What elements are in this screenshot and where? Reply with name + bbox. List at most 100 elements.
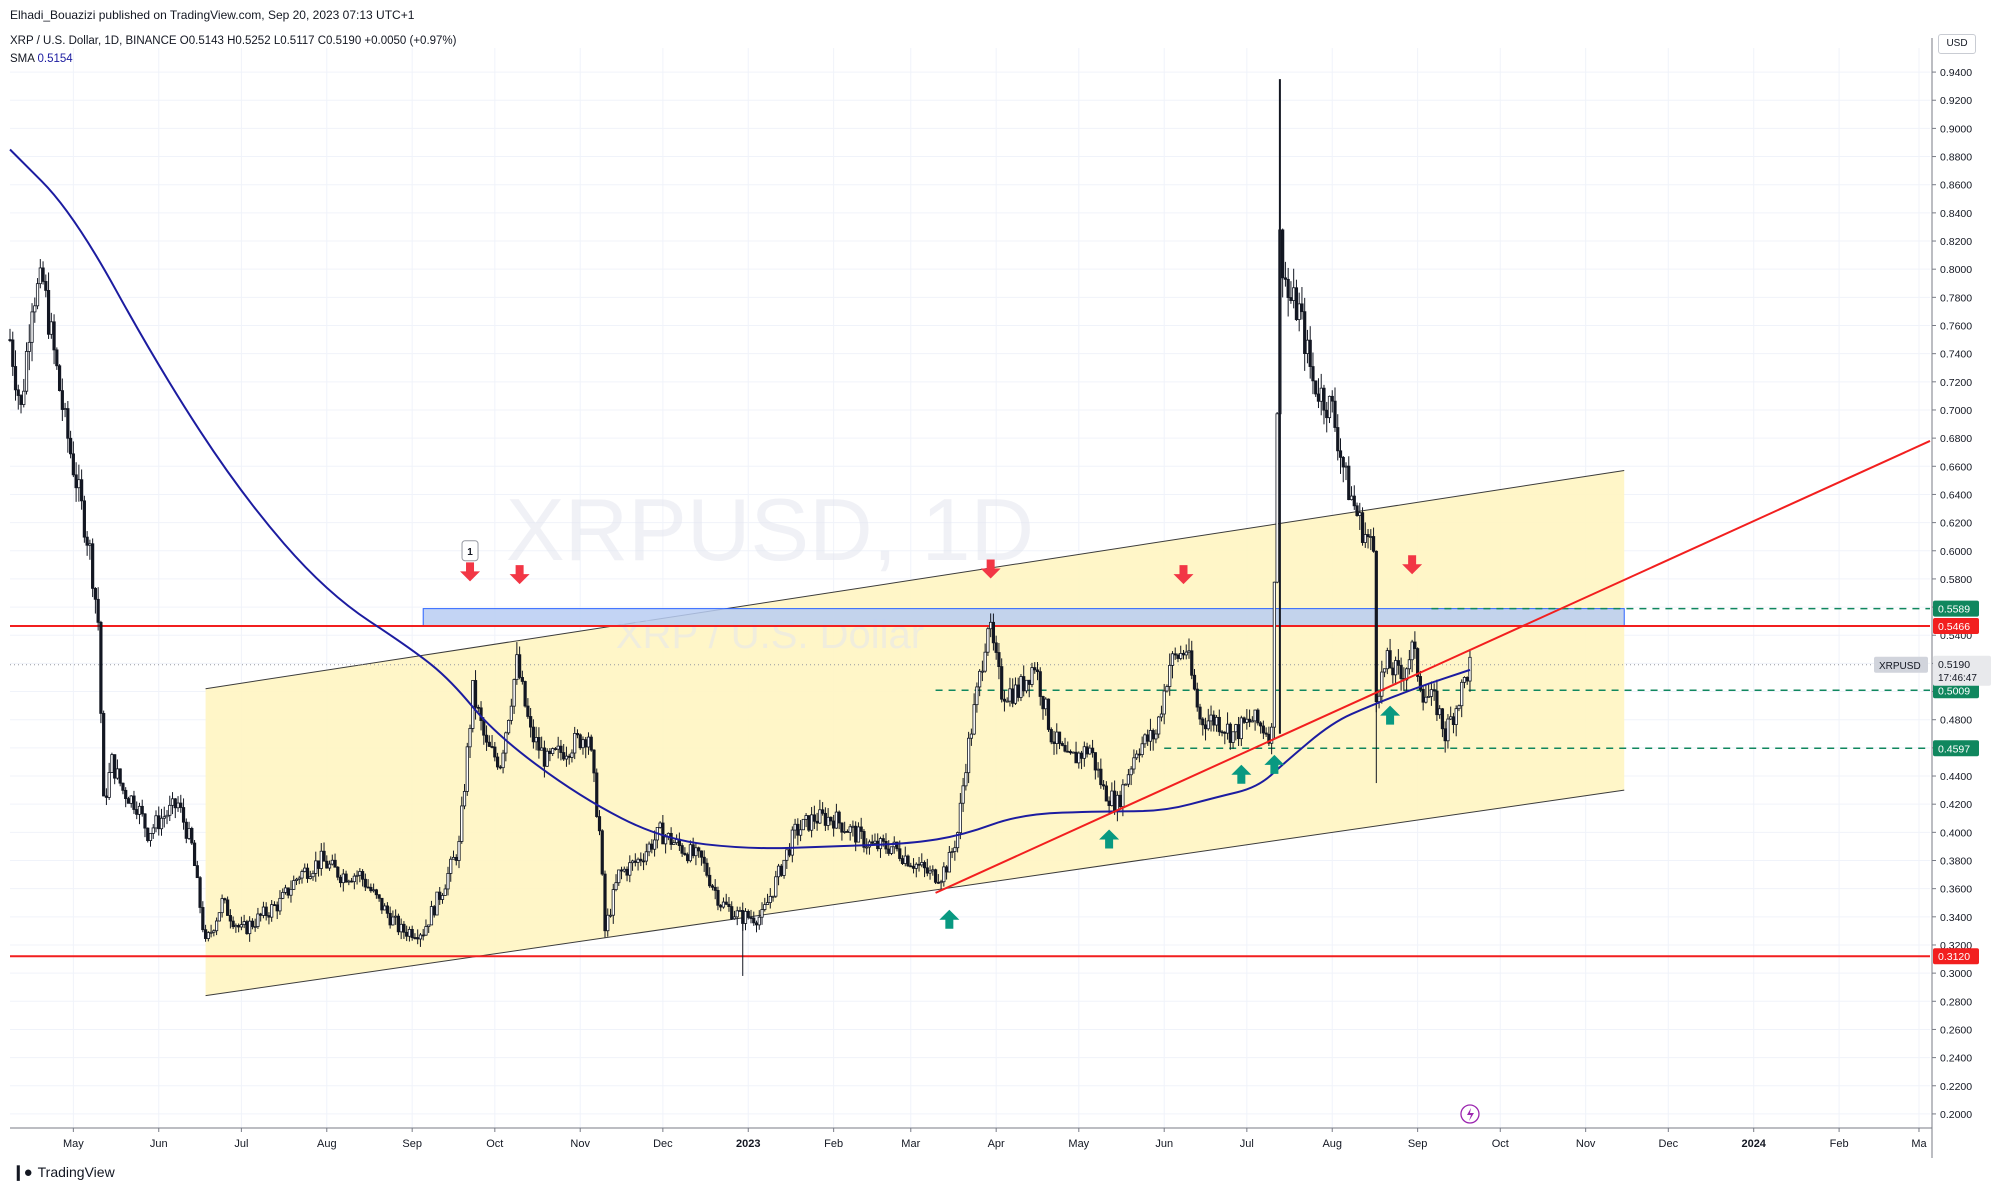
- candle-body: [730, 906, 734, 920]
- candle-body: [1407, 659, 1411, 670]
- candle-body: [567, 755, 571, 758]
- candle-body: [765, 902, 770, 905]
- candle-body: [99, 621, 103, 714]
- candle-body: [308, 876, 312, 879]
- watermark-symbol: XRPUSD, 1D: [506, 480, 1034, 579]
- candle-body: [826, 816, 830, 826]
- candle-body: [217, 912, 221, 922]
- candle-body: [490, 746, 494, 748]
- candle-body: [77, 479, 81, 489]
- sma-label: SMA: [10, 53, 35, 65]
- candle-body: [721, 901, 726, 908]
- candle-body: [991, 621, 996, 644]
- candle-body: [501, 752, 505, 769]
- candle-body: [355, 874, 359, 877]
- sma-legend[interactable]: SMA 0.5154: [10, 53, 73, 65]
- up-arrow-icon[interactable]: [939, 909, 960, 929]
- candle-body: [55, 349, 59, 367]
- candle-body: [562, 752, 566, 760]
- candle-body: [1209, 714, 1213, 722]
- tradingview-brand[interactable]: ❙● TradingView: [12, 1163, 115, 1181]
- support-price-tag-text: 0.5466: [1938, 621, 1970, 633]
- candle-body: [104, 795, 109, 798]
- candle-body: [1165, 686, 1169, 692]
- candle-body: [854, 825, 858, 843]
- candle-body: [482, 720, 486, 736]
- level-price-tag: [1933, 682, 1979, 699]
- candle-body: [121, 782, 125, 791]
- price-tick-label: 0.4000: [1940, 827, 1972, 839]
- time-tick-label: Dec: [1659, 1138, 1679, 1150]
- candle-body: [1005, 700, 1009, 703]
- candle-body: [812, 814, 816, 822]
- candle-body: [851, 825, 855, 828]
- down-arrow-icon[interactable]: [1173, 565, 1194, 585]
- candle-body: [1022, 676, 1026, 692]
- candle-body: [1082, 746, 1086, 759]
- support-price-tag: [1933, 948, 1979, 965]
- up-arrow-icon[interactable]: [1231, 764, 1252, 784]
- currency-button[interactable]: USD: [1938, 34, 1976, 54]
- candle-body: [1071, 751, 1075, 754]
- ohlc-close: C0.5190: [317, 35, 362, 47]
- candle-body: [454, 856, 458, 861]
- candle-body: [1055, 731, 1059, 744]
- support-price-tag-text: 0.3120: [1938, 951, 1970, 963]
- candle-body: [1063, 745, 1067, 752]
- candle-body: [743, 910, 748, 924]
- candle-body: [1176, 654, 1180, 659]
- candle-body: [1261, 725, 1265, 734]
- channel-lower-line[interactable]: [205, 789, 1625, 997]
- time-tick-label: May: [63, 1138, 84, 1150]
- level-price-tag-text: 0.5589: [1938, 604, 1970, 616]
- candle-body: [710, 885, 715, 888]
- symbol-tag-text: XRPUSD: [1879, 661, 1921, 672]
- down-arrow-icon[interactable]: [1402, 555, 1423, 575]
- ascending-trendline[interactable]: [935, 440, 1931, 894]
- price-tick-label: 0.8400: [1940, 208, 1972, 220]
- up-arrow-icon[interactable]: [1099, 829, 1120, 849]
- candle-body: [168, 804, 172, 816]
- note-marker[interactable]: [461, 540, 479, 562]
- candle-body: [190, 828, 194, 844]
- down-arrow-icon[interactable]: [509, 565, 530, 585]
- level-price-tag: [1933, 600, 1979, 617]
- channel-upper-line[interactable]: [205, 470, 1625, 690]
- candle-body: [832, 820, 836, 829]
- candle-body: [1319, 387, 1323, 402]
- price-tick-label: 0.7600: [1940, 321, 1972, 333]
- candle-body: [1085, 746, 1089, 755]
- candle-body: [628, 862, 632, 876]
- price-tick-label: 0.2400: [1940, 1053, 1972, 1065]
- candle-body: [294, 878, 299, 881]
- down-arrow-icon[interactable]: [460, 562, 481, 582]
- price-tick-label: 0.6200: [1940, 518, 1972, 530]
- candle-body: [429, 906, 434, 926]
- candle-body: [1113, 790, 1117, 812]
- candle-body: [680, 845, 684, 854]
- candle-body: [231, 920, 235, 928]
- candle-body: [810, 814, 814, 831]
- down-arrow-icon[interactable]: [980, 559, 1001, 579]
- candle-body: [942, 866, 946, 883]
- price-tick-label: 0.9400: [1940, 67, 1972, 79]
- resistance-zone[interactable]: [422, 608, 1625, 627]
- candle-body: [900, 858, 905, 864]
- candle-body: [658, 822, 662, 828]
- symbol-legend[interactable]: XRP / U.S. Dollar, 1D, BINANCE O0.5143 H…: [10, 35, 457, 47]
- candle-body: [573, 733, 577, 754]
- candle-body: [1294, 287, 1299, 320]
- level-price-tag-text: 0.5009: [1938, 685, 1970, 697]
- candle-body: [757, 916, 761, 926]
- candle-body: [270, 904, 274, 918]
- up-arrow-icon[interactable]: [1264, 754, 1285, 774]
- candle-body: [1088, 747, 1092, 755]
- time-tick-label: Nov: [570, 1138, 590, 1150]
- candle-body: [551, 748, 555, 754]
- candle-body: [140, 805, 144, 815]
- up-arrow-icon[interactable]: [1380, 705, 1401, 725]
- candle-body: [432, 906, 436, 916]
- candle-body: [1162, 690, 1166, 715]
- sma-line[interactable]: [9, 148, 1471, 850]
